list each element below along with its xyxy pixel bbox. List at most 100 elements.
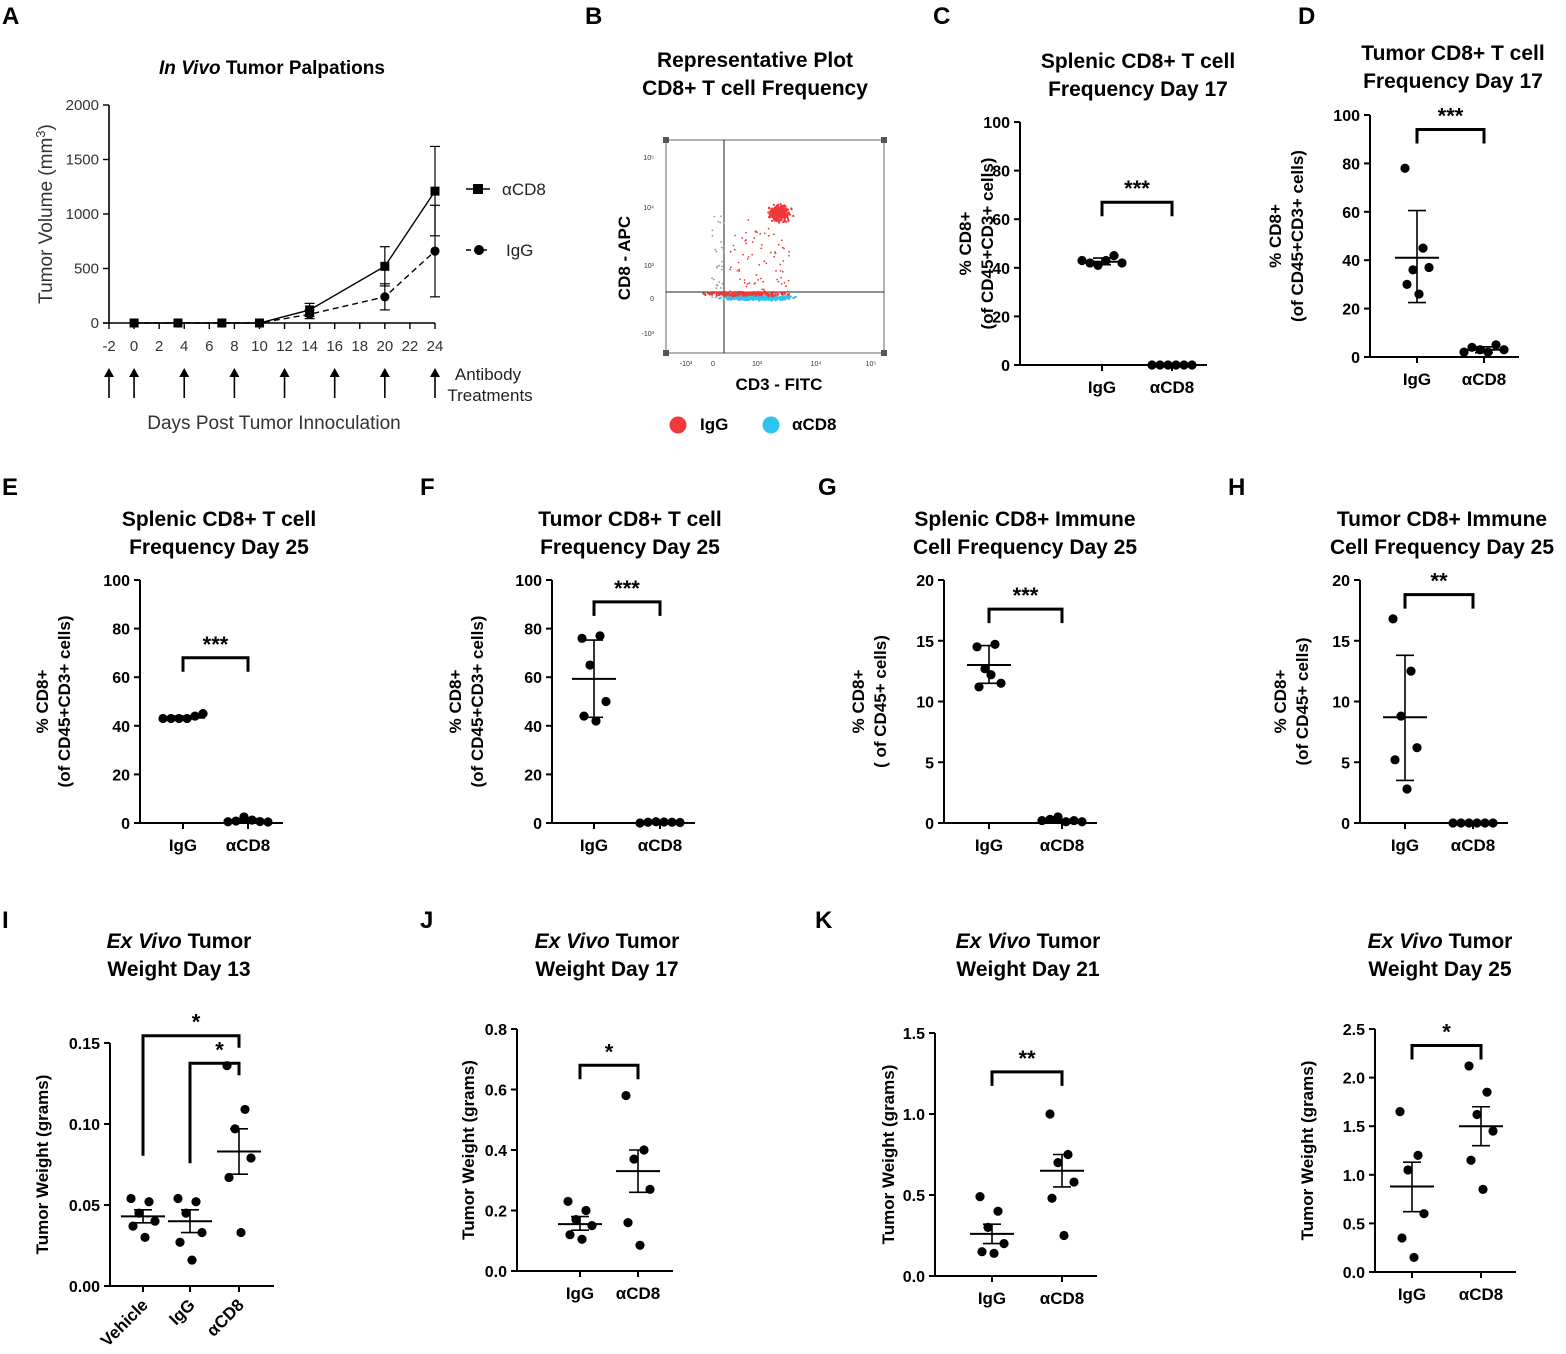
treatment-arrow xyxy=(430,368,440,398)
y-tick-label: 100 xyxy=(1333,108,1360,125)
data-point xyxy=(565,1230,575,1240)
event-point xyxy=(767,207,771,210)
y-tick-label: 2.5 xyxy=(1343,1022,1365,1039)
data-point xyxy=(263,817,273,827)
y-tick-label: 0 xyxy=(650,296,654,303)
y-tick-label: 0.10 xyxy=(69,1117,100,1134)
category-label: αCD8 xyxy=(638,836,682,855)
y-tick-label: 0 xyxy=(1341,816,1350,833)
event-point xyxy=(759,233,762,235)
event-point xyxy=(773,298,776,301)
event-point xyxy=(721,265,724,268)
y-tick-label: 500 xyxy=(74,261,99,278)
x-tick-label: 0 xyxy=(130,338,138,355)
data-group xyxy=(967,639,1011,692)
category-label: IgG xyxy=(1391,836,1419,855)
chart-title-rest: Tumor xyxy=(1443,930,1513,953)
treatment-arrow xyxy=(279,368,290,398)
event-point xyxy=(769,211,772,215)
event-point xyxy=(774,205,777,208)
event-point xyxy=(767,234,770,237)
event-point xyxy=(763,260,766,263)
y-axis-label-sup: 3 xyxy=(33,130,48,137)
chart-panel-e: E Splenic CD8+ T cell Frequency Day 25 0 20 4… xyxy=(2,474,316,855)
data-point xyxy=(173,1193,183,1204)
y-tick-label: 1000 xyxy=(66,206,99,223)
event-point xyxy=(757,278,759,281)
event-point xyxy=(712,278,715,281)
y-axis-label: % CD8+ (of CD45+CD3+ cells) xyxy=(446,616,487,788)
data-point xyxy=(236,1227,246,1238)
data-group xyxy=(1040,1109,1084,1241)
event-point xyxy=(729,298,733,301)
chart-title-line: Weight Day 25 xyxy=(1368,958,1511,981)
significance-bracket: *** xyxy=(592,576,662,616)
chart-title-line: Splenic CD8+ T cell xyxy=(1041,50,1235,73)
data-point xyxy=(595,631,605,641)
data-point xyxy=(140,1232,150,1242)
event-point xyxy=(745,285,748,288)
event-point xyxy=(770,219,774,222)
data-point xyxy=(305,309,315,319)
y-axis-label: % CD8+ (of CD45+CD3+ cells) xyxy=(956,158,997,330)
gate-handle xyxy=(881,350,887,356)
event-point xyxy=(762,288,765,291)
data-point xyxy=(191,1197,201,1207)
chart-title-line: Frequency Day 17 xyxy=(1048,78,1228,101)
y-tick-label: 1.5 xyxy=(903,1026,925,1043)
event-point xyxy=(776,204,779,207)
y-axis-label-line: Tumor Weight (grams) xyxy=(459,1060,478,1240)
y-tick-label: 15 xyxy=(1332,634,1350,651)
chart-panel-l: Ex Vivo Tumor Weight Day 25 0.0 0.5 1.0 1.5 2.… xyxy=(1298,930,1516,1304)
data-point xyxy=(173,318,183,328)
event-point xyxy=(754,230,757,233)
event-point xyxy=(778,215,781,218)
data-point xyxy=(975,1192,985,1202)
event-point xyxy=(779,269,782,272)
event-point xyxy=(788,254,790,257)
chart-panel-i: I Ex Vivo Tumor Weight Day 13 0.00 0.05 0.10 0… xyxy=(2,907,274,1350)
y-axis-label: % CD8+( of CD45+ cells) xyxy=(849,635,890,768)
event-point xyxy=(759,277,762,280)
event-point xyxy=(775,269,777,272)
chart-title-italic: Ex Vivo xyxy=(535,930,610,953)
bracket-line xyxy=(987,607,1064,624)
y-axis-label-line: % CD8+ xyxy=(956,212,975,276)
y-tick-label: 2000 xyxy=(66,97,99,114)
data-point xyxy=(430,186,440,196)
data-point xyxy=(240,1104,250,1115)
treatment-arrow xyxy=(229,368,240,398)
y-tick-label: 10⁴ xyxy=(643,205,654,212)
chart-title-line: Cell Frequency Day 25 xyxy=(913,536,1137,559)
data-group xyxy=(1395,163,1439,304)
data-point xyxy=(577,1234,587,1244)
category-label: αCD8 xyxy=(1459,1285,1503,1304)
significance-label: *** xyxy=(1124,176,1150,201)
y-tick-label: 0.5 xyxy=(903,1188,925,1205)
data-point xyxy=(1077,255,1087,266)
event-point xyxy=(710,293,714,296)
data-point xyxy=(1424,262,1434,273)
y-axis-label: Tumor Weight (grams) xyxy=(879,1065,898,1245)
y-tick-label: -10³ xyxy=(642,331,655,338)
arrow-head xyxy=(179,368,190,377)
data-point xyxy=(1069,1177,1079,1187)
panel-label: G xyxy=(818,474,837,501)
y-tick-label: 1500 xyxy=(66,152,99,169)
y-axis-label: CD8 - APC xyxy=(615,216,634,300)
data-point xyxy=(629,1154,639,1164)
y-tick-label: 0.0 xyxy=(903,1269,925,1286)
data-point xyxy=(621,1090,631,1101)
event-point xyxy=(709,292,712,295)
y-tick-label: 1.5 xyxy=(1343,1119,1365,1136)
chart-title-italic: In Vivo xyxy=(159,58,221,79)
data-group xyxy=(558,1196,602,1244)
y-tick-label: 5 xyxy=(1341,755,1350,772)
y-axis-label-line: ( of CD45+ cells) xyxy=(871,635,890,768)
event-point xyxy=(729,293,732,297)
treatment-arrow xyxy=(104,368,114,398)
event-point xyxy=(785,221,788,223)
legend-label: IgG xyxy=(700,415,728,434)
event-point xyxy=(780,239,783,242)
event-point xyxy=(768,215,771,219)
